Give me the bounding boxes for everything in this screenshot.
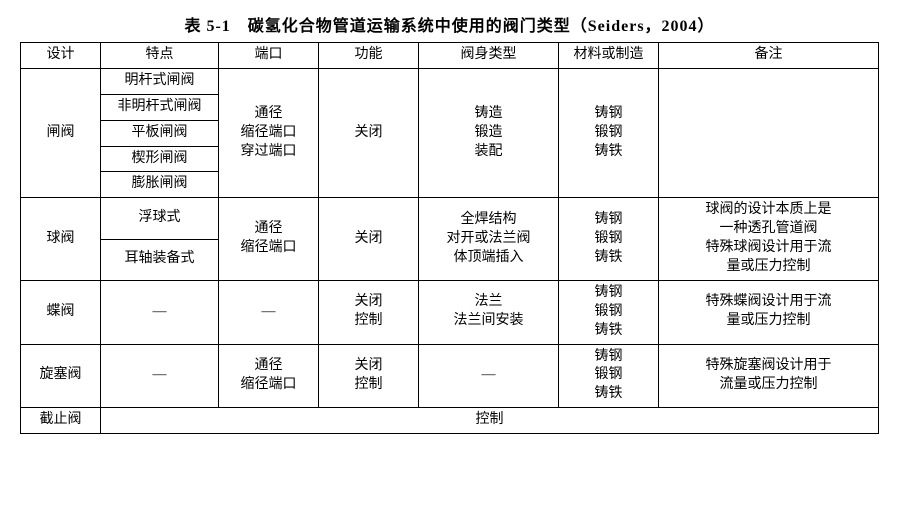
- cell-feature: —: [101, 344, 219, 408]
- col-header-material: 材料或制造: [559, 43, 659, 69]
- table-row: 球阀 浮球式 通径 缩径端口 关闭 全焊结构 对开或法兰阀 体顶端插入 铸钢 锻…: [21, 198, 879, 239]
- cell-material: 铸钢 锻钢 铸铁: [559, 344, 659, 408]
- cell-body: 法兰 法兰间安装: [419, 280, 559, 344]
- cell-design: 闸阀: [21, 68, 101, 197]
- cell-port: 通径 缩径端口: [219, 344, 319, 408]
- cell-remarks: [659, 68, 879, 197]
- cell-design: 球阀: [21, 198, 101, 281]
- cell-merged-control: 控制: [101, 408, 879, 434]
- cell-design: 旋塞阀: [21, 344, 101, 408]
- cell-design: 蝶阀: [21, 280, 101, 344]
- cell-feature: —: [101, 280, 219, 344]
- cell-port: 通径 缩径端口: [219, 198, 319, 281]
- col-header-function: 功能: [319, 43, 419, 69]
- col-header-feature: 特点: [101, 43, 219, 69]
- cell-material: 铸钢 锻钢 铸铁: [559, 280, 659, 344]
- cell-port: —: [219, 280, 319, 344]
- table-header-row: 设计 特点 端口 功能 阀身类型 材料或制造 备注: [21, 43, 879, 69]
- cell-feature: 耳轴装备式: [101, 239, 219, 280]
- cell-design: 截止阀: [21, 408, 101, 434]
- cell-remarks: 球阀的设计本质上是 一种透孔管道阀 特殊球阀设计用于流 量或压力控制: [659, 198, 879, 281]
- col-header-body: 阀身类型: [419, 43, 559, 69]
- cell-remarks: 特殊蝶阀设计用于流 量或压力控制: [659, 280, 879, 344]
- col-header-port: 端口: [219, 43, 319, 69]
- cell-material: 铸钢 锻钢 铸铁: [559, 198, 659, 281]
- cell-feature: 浮球式: [101, 198, 219, 239]
- cell-feature: 膨胀闸阀: [101, 172, 219, 198]
- cell-feature: 非明杆式闸阀: [101, 94, 219, 120]
- table-row: 截止阀 控制: [21, 408, 879, 434]
- cell-function: 关闭 控制: [319, 344, 419, 408]
- col-header-remarks: 备注: [659, 43, 879, 69]
- table-row: 旋塞阀 — 通径 缩径端口 关闭 控制 — 铸钢 锻钢 铸铁 特殊旋塞阀设计用于…: [21, 344, 879, 408]
- cell-function: 关闭 控制: [319, 280, 419, 344]
- cell-feature: 楔形闸阀: [101, 146, 219, 172]
- cell-body: 铸造 锻造 装配: [419, 68, 559, 197]
- cell-function: 关闭: [319, 68, 419, 197]
- cell-port: 通径 缩径端口 穿过端口: [219, 68, 319, 197]
- cell-body: 全焊结构 对开或法兰阀 体顶端插入: [419, 198, 559, 281]
- table-row: 蝶阀 — — 关闭 控制 法兰 法兰间安装 铸钢 锻钢 铸铁 特殊蝶阀设计用于流…: [21, 280, 879, 344]
- cell-material: 铸钢 锻钢 铸铁: [559, 68, 659, 197]
- col-header-design: 设计: [21, 43, 101, 69]
- valve-type-table: 设计 特点 端口 功能 阀身类型 材料或制造 备注 闸阀 明杆式闸阀 通径 缩径…: [20, 42, 879, 434]
- cell-feature: 平板闸阀: [101, 120, 219, 146]
- cell-body: —: [419, 344, 559, 408]
- table-caption: 表 5-1 碳氢化合物管道运输系统中使用的阀门类型（Seiders，2004）: [20, 12, 879, 36]
- cell-feature: 明杆式闸阀: [101, 68, 219, 94]
- cell-function: 关闭: [319, 198, 419, 281]
- table-row: 闸阀 明杆式闸阀 通径 缩径端口 穿过端口 关闭 铸造 锻造 装配 铸钢 锻钢 …: [21, 68, 879, 94]
- cell-remarks: 特殊旋塞阀设计用于 流量或压力控制: [659, 344, 879, 408]
